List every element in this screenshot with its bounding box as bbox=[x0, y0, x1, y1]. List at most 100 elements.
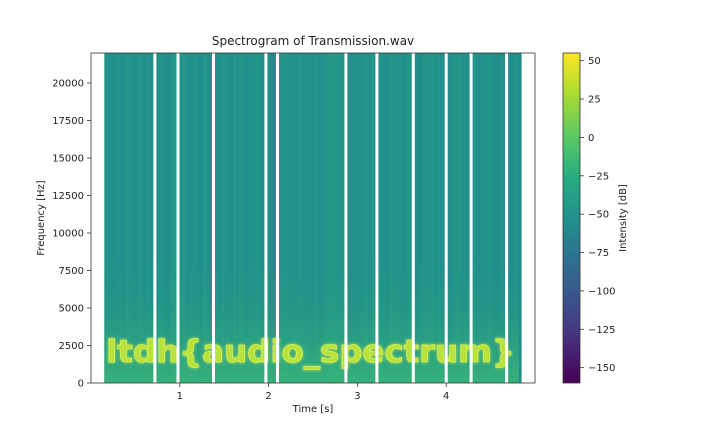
y-tick-label: 5000 bbox=[59, 304, 84, 315]
spectrogram-column bbox=[332, 53, 336, 383]
spectrogram-column bbox=[245, 53, 249, 383]
y-tick-label: 20000 bbox=[52, 79, 84, 90]
spectrogram-column bbox=[224, 53, 228, 383]
silence-gaps bbox=[153, 53, 509, 383]
y-tick-label: 17500 bbox=[52, 116, 84, 127]
spectrogram-column bbox=[440, 53, 444, 383]
silence-gap bbox=[375, 53, 379, 383]
spectrogram-column bbox=[455, 53, 459, 383]
y-tick-label: 0 bbox=[78, 379, 84, 390]
spectrogram-column bbox=[122, 53, 126, 383]
y-tick-label: 7500 bbox=[59, 266, 84, 277]
spectrogram-column bbox=[230, 53, 234, 383]
spectrogram-column bbox=[269, 53, 273, 383]
spectrogram-column bbox=[134, 53, 138, 383]
spectrogram-column bbox=[386, 53, 390, 383]
spectrogram-column bbox=[413, 53, 417, 383]
spectrogram-column bbox=[380, 53, 384, 383]
spectrogram-column bbox=[191, 53, 195, 383]
spectrogram-column bbox=[104, 53, 108, 383]
spectrogram-column bbox=[281, 53, 285, 383]
spectrogram-column bbox=[257, 53, 261, 383]
spectrogram-column bbox=[107, 53, 111, 383]
spectrogram-column bbox=[248, 53, 252, 383]
spectrogram-column bbox=[425, 53, 429, 383]
colorbar-tick-label: −50 bbox=[588, 210, 609, 221]
spectrogram-column bbox=[401, 53, 405, 383]
colorbar-ticks: 50 25 0 −25 −50 −75 −100 −125 −150 bbox=[580, 56, 615, 374]
spectrogram-column bbox=[227, 53, 231, 383]
spectrogram-column bbox=[137, 53, 141, 383]
spectrogram-column bbox=[512, 53, 516, 383]
spectrogram-column bbox=[284, 53, 288, 383]
spectrogram-column bbox=[419, 53, 423, 383]
x-tick-label: 1 bbox=[177, 391, 183, 402]
spectrogram-column bbox=[431, 53, 435, 383]
spectrogram-column bbox=[497, 53, 501, 383]
spectrogram-column bbox=[398, 53, 402, 383]
spectrogram-column bbox=[422, 53, 426, 383]
spectrogram-column bbox=[485, 53, 489, 383]
spectrogram-column bbox=[317, 53, 321, 383]
spectrogram-column bbox=[407, 53, 411, 383]
spectrogram-column bbox=[308, 53, 312, 383]
spectrogram-column bbox=[341, 53, 345, 383]
spectrogram-column bbox=[446, 53, 450, 383]
spectrogram-column bbox=[158, 53, 162, 383]
y-tick-label: 15000 bbox=[52, 154, 84, 165]
spectrogram-column bbox=[323, 53, 327, 383]
spectrogram-column bbox=[476, 53, 480, 383]
spectrogram-column bbox=[515, 53, 519, 383]
spectrogram-column bbox=[404, 53, 408, 383]
spectrogram-column bbox=[278, 53, 282, 383]
spectrogram-column bbox=[287, 53, 291, 383]
silence-gap bbox=[344, 53, 348, 383]
spectrogram-column bbox=[518, 53, 522, 383]
spectrogram-column bbox=[473, 53, 477, 383]
spectrogram-column bbox=[203, 53, 207, 383]
spectrogram-column bbox=[359, 53, 363, 383]
y-tick-label: 10000 bbox=[52, 229, 84, 240]
spectrogram-column bbox=[482, 53, 486, 383]
silence-gap bbox=[411, 53, 415, 383]
spectrogram-column bbox=[350, 53, 354, 383]
spectrogram-column bbox=[266, 53, 270, 383]
low-frequency-energy bbox=[104, 248, 520, 383]
spectrogram-column bbox=[449, 53, 453, 383]
x-axis-label: Time [s] bbox=[292, 404, 334, 415]
spectrogram-column bbox=[299, 53, 303, 383]
spectrogram-column bbox=[434, 53, 438, 383]
colorbar-tick-label: −75 bbox=[588, 248, 609, 259]
spectrogram-column bbox=[467, 53, 471, 383]
spectrogram-column bbox=[206, 53, 210, 383]
spectrogram-column bbox=[173, 53, 177, 383]
x-axis-ticks: 1 2 3 4 bbox=[177, 383, 449, 402]
plot-frame bbox=[90, 52, 536, 384]
spectrogram-column bbox=[293, 53, 297, 383]
spectrogram-column bbox=[200, 53, 204, 383]
spectrogram-column bbox=[125, 53, 129, 383]
spectrogram-column bbox=[302, 53, 306, 383]
spectrogram-column bbox=[170, 53, 174, 383]
embedded-spectrum-text: ltdh{audio_spectrum} bbox=[106, 334, 515, 370]
spectrogram-column bbox=[164, 53, 168, 383]
spectrogram-column bbox=[503, 53, 507, 383]
colorbar-tick-label: −25 bbox=[588, 171, 609, 182]
spectrogram-column bbox=[479, 53, 483, 383]
spectrogram-column bbox=[185, 53, 189, 383]
spectrogram-column bbox=[119, 53, 123, 383]
spectrogram-column bbox=[128, 53, 132, 383]
spectrogram-column bbox=[437, 53, 441, 383]
silence-gap bbox=[505, 53, 509, 383]
spectrogram-column bbox=[116, 53, 120, 383]
chart-title: Spectrogram of Transmission.wav bbox=[212, 34, 414, 48]
spectrogram-column bbox=[353, 53, 357, 383]
spectrogram-column bbox=[461, 53, 465, 383]
spectrogram-column bbox=[416, 53, 420, 383]
colorbar-tick-label: −150 bbox=[588, 363, 615, 374]
spectrogram-column bbox=[194, 53, 198, 383]
spectrogram-column bbox=[371, 53, 375, 383]
spectrogram-column bbox=[221, 53, 225, 383]
spectrogram-column bbox=[233, 53, 237, 383]
